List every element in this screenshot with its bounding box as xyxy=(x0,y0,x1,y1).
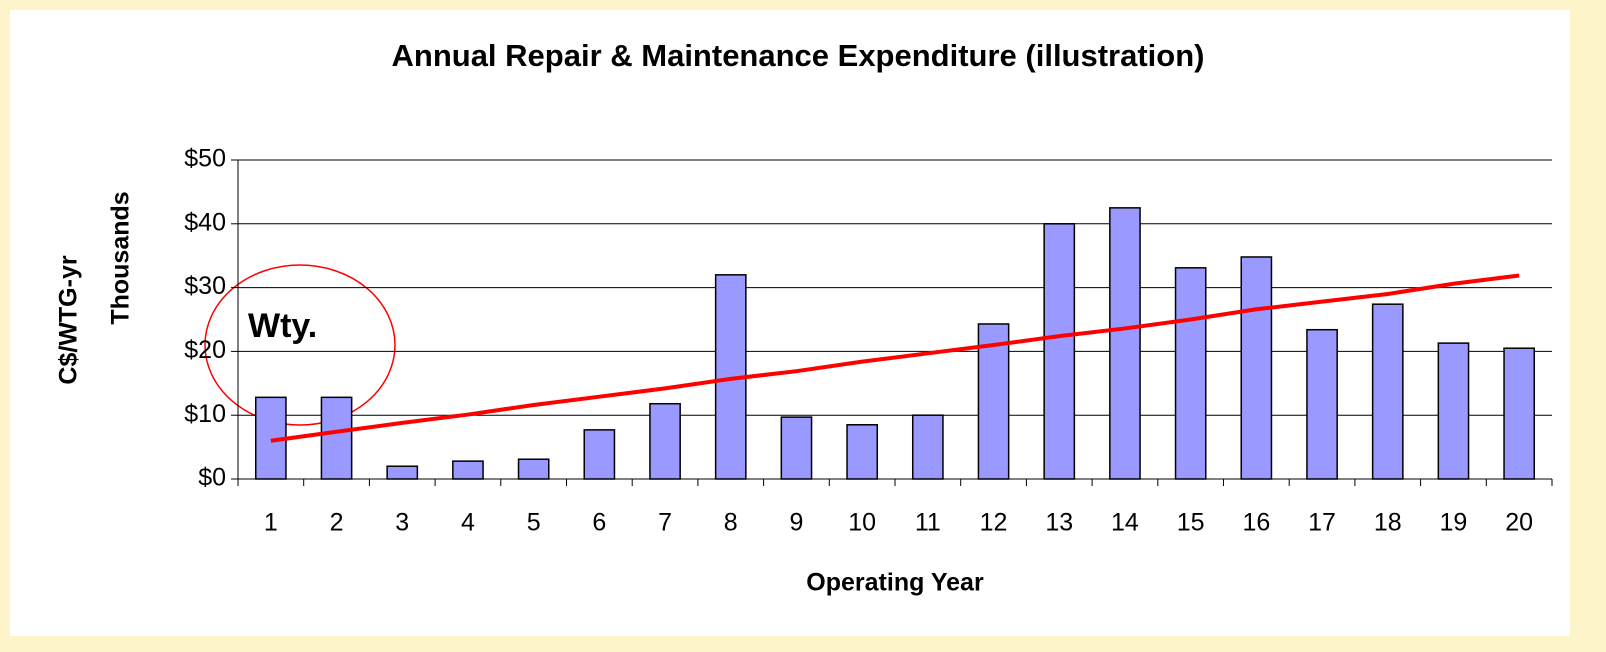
bar xyxy=(386,465,419,480)
bar xyxy=(911,414,944,480)
bar xyxy=(846,424,879,480)
y-tick-label: $40 xyxy=(184,208,226,236)
x-tick-label: 16 xyxy=(1242,509,1270,537)
x-tick-label: 13 xyxy=(1045,509,1073,537)
bar xyxy=(1371,303,1404,480)
bar xyxy=(583,429,616,480)
bar xyxy=(1503,347,1536,480)
y-tick-label: $20 xyxy=(184,336,226,364)
bar xyxy=(1240,256,1273,480)
bar xyxy=(1174,267,1207,480)
y-axis-sublabel: Thousands xyxy=(107,191,135,324)
bar xyxy=(320,396,353,480)
bar xyxy=(1437,342,1470,480)
bar xyxy=(452,460,484,480)
chart-area xyxy=(10,10,1570,636)
bar xyxy=(1306,328,1338,480)
x-axis-label: Operating Year xyxy=(806,569,984,597)
x-tick-label: 2 xyxy=(330,509,344,537)
bar xyxy=(517,458,550,480)
x-tick-label: 8 xyxy=(724,509,738,537)
x-tick-label: 15 xyxy=(1177,509,1205,537)
y-tick-label: $0 xyxy=(198,464,226,492)
chart-title: Annual Repair & Maintenance Expenditure … xyxy=(392,38,1205,73)
warranty-circle xyxy=(204,264,396,426)
x-tick-label: 3 xyxy=(395,509,409,537)
bar xyxy=(649,402,681,480)
bar xyxy=(780,416,813,480)
x-tick-label: 1 xyxy=(264,509,278,537)
x-tick-label: 14 xyxy=(1111,509,1139,537)
y-axis-label: C$/WTG-yr xyxy=(55,255,83,384)
y-tick-label: $50 xyxy=(184,145,226,173)
x-tick-label: 5 xyxy=(527,509,541,537)
x-tick-label: 18 xyxy=(1374,509,1402,537)
x-tick-label: 12 xyxy=(980,509,1008,537)
x-tick-label: 20 xyxy=(1505,509,1533,537)
bar xyxy=(977,323,1010,480)
x-tick-label: 9 xyxy=(789,509,803,537)
x-tick-label: 7 xyxy=(658,509,672,537)
x-tick-label: 10 xyxy=(848,509,876,537)
annotation: Wty. xyxy=(248,307,317,345)
x-tick-label: 11 xyxy=(915,509,941,537)
x-tick-label: 19 xyxy=(1440,509,1468,537)
y-tick-label: $10 xyxy=(184,400,226,428)
x-tick-label: 6 xyxy=(592,509,606,537)
x-tick-label: 4 xyxy=(461,509,475,537)
bar xyxy=(1043,223,1076,480)
x-tick-label: 17 xyxy=(1308,509,1336,537)
trend-line xyxy=(270,273,1520,443)
y-tick-label: $30 xyxy=(184,272,226,300)
bar xyxy=(1109,207,1141,480)
